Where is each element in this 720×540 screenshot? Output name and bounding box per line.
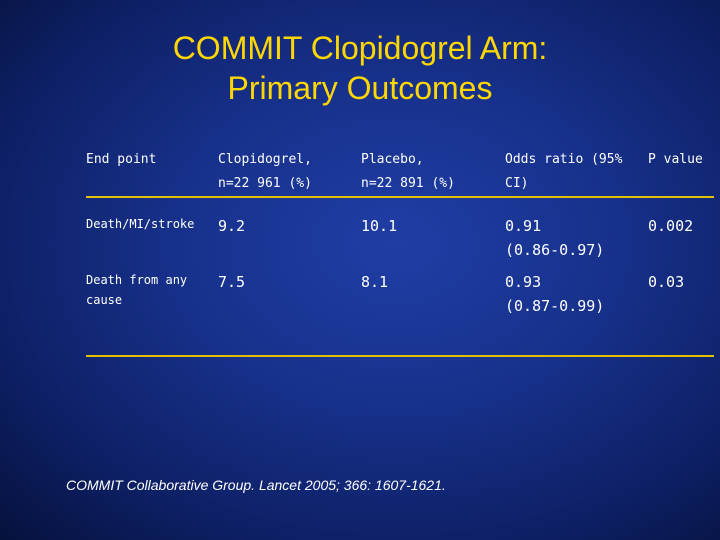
row-2-odds-ratio: 0.93 (0.87-0.99) [505, 273, 605, 315]
table-bottom-divider [86, 355, 714, 357]
row-2-placebo: 8.1 [361, 273, 389, 291]
row-1-placebo: 10.1 [361, 217, 398, 235]
row-1-end-point: Death/MI/stroke [86, 217, 195, 231]
row-2-p-value: 0.03 [648, 273, 685, 291]
slide-title-line-2: Primary Outcomes [227, 70, 493, 106]
row-1-odds-ratio: 0.91 (0.86-0.97) [505, 217, 605, 259]
slide-title: COMMIT Clopidogrel Arm: Primary Outcomes [0, 28, 720, 108]
row-2-end-point: Death from any cause [86, 273, 188, 307]
header-divider [86, 196, 714, 198]
header-placebo: Placebo, n=22 891 (%) [361, 152, 455, 191]
row-1-clopidogrel: 9.2 [218, 217, 246, 235]
slide-title-line-1: COMMIT Clopidogrel Arm: [172, 30, 548, 66]
header-clopidogrel: Clopidogrel, n=22 961 (%) [218, 152, 312, 191]
citation: COMMIT Collaborative Group. Lancet 2005;… [66, 477, 446, 493]
header-end-point: End point [86, 152, 157, 167]
header-odds-ratio: Odds ratio (95% CI) [505, 152, 623, 191]
row-2-clopidogrel: 7.5 [218, 273, 246, 291]
row-1-p-value: 0.002 [648, 217, 694, 235]
header-p-value: P value [648, 152, 703, 167]
